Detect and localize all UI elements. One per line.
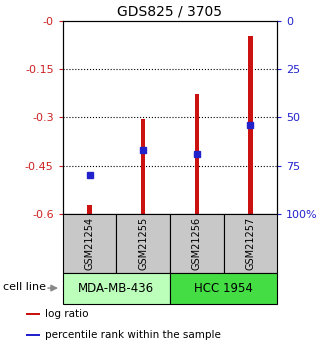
Text: MDA-MB-436: MDA-MB-436 [78,282,154,295]
Bar [248,36,252,214]
Text: percentile rank within the sample: percentile rank within the sample [45,330,220,340]
Text: GSM21255: GSM21255 [138,217,148,270]
Title: GDS825 / 3705: GDS825 / 3705 [117,4,222,18]
Text: log ratio: log ratio [45,309,88,319]
Bar [26,334,40,336]
Bar [87,205,92,214]
Bar [63,273,170,304]
Bar [224,214,277,273]
Text: cell line: cell line [3,282,46,292]
Bar [26,313,40,315]
Text: GSM21254: GSM21254 [84,217,94,270]
Bar [116,214,170,273]
Text: HCC 1954: HCC 1954 [194,282,253,295]
Bar [170,273,277,304]
Bar [63,214,116,273]
Bar [195,94,199,214]
Bar [170,214,224,273]
Text: GSM21257: GSM21257 [246,217,255,270]
Bar [141,119,145,214]
Text: GSM21256: GSM21256 [192,217,202,270]
